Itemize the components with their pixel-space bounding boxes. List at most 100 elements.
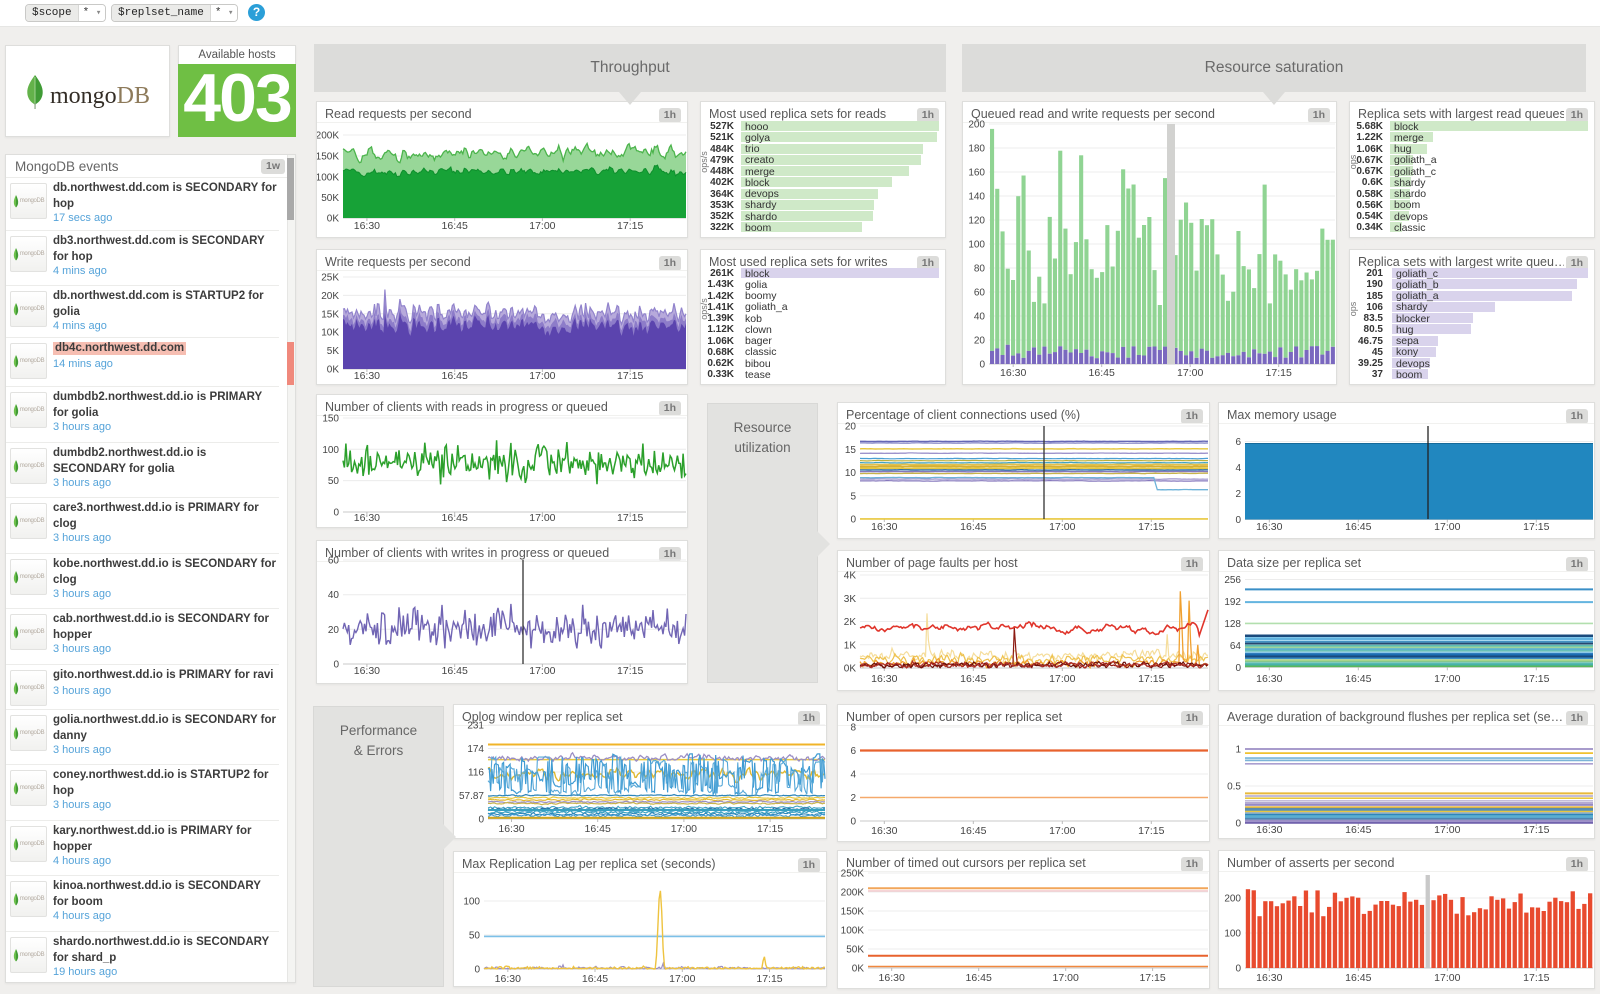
svg-text:16:45: 16:45 bbox=[1345, 824, 1371, 836]
svg-text:10K: 10K bbox=[321, 328, 339, 339]
svg-text:17:15: 17:15 bbox=[617, 512, 643, 524]
svg-text:2: 2 bbox=[1235, 489, 1241, 500]
svg-text:17:00: 17:00 bbox=[529, 665, 555, 677]
svg-text:100: 100 bbox=[1224, 929, 1241, 940]
svg-text:17:15: 17:15 bbox=[1523, 521, 1549, 533]
svg-text:16:30: 16:30 bbox=[1256, 824, 1282, 836]
svg-text:40: 40 bbox=[328, 590, 340, 601]
svg-text:17:15: 17:15 bbox=[1138, 521, 1164, 533]
svg-text:16:45: 16:45 bbox=[442, 220, 468, 232]
svg-text:0: 0 bbox=[474, 965, 480, 976]
svg-text:0K: 0K bbox=[327, 214, 340, 225]
svg-text:1: 1 bbox=[1235, 745, 1241, 756]
svg-text:0K: 0K bbox=[327, 365, 340, 376]
svg-text:16:45: 16:45 bbox=[1345, 521, 1371, 533]
svg-text:16:45: 16:45 bbox=[960, 825, 986, 837]
svg-text:17:15: 17:15 bbox=[757, 823, 783, 835]
svg-text:150: 150 bbox=[322, 414, 339, 425]
svg-text:0K: 0K bbox=[844, 664, 857, 675]
svg-text:4K: 4K bbox=[844, 571, 857, 582]
svg-text:0: 0 bbox=[333, 660, 339, 671]
svg-text:16:30: 16:30 bbox=[1256, 673, 1282, 685]
svg-text:17:15: 17:15 bbox=[1139, 972, 1165, 984]
svg-text:17:00: 17:00 bbox=[1049, 825, 1075, 837]
svg-text:16:30: 16:30 bbox=[354, 665, 380, 677]
svg-text:17:15: 17:15 bbox=[617, 370, 643, 382]
svg-text:16:30: 16:30 bbox=[498, 823, 524, 835]
svg-text:17:15: 17:15 bbox=[756, 973, 782, 985]
svg-text:17:00: 17:00 bbox=[669, 973, 695, 985]
svg-text:40: 40 bbox=[974, 312, 986, 323]
svg-text:17:15: 17:15 bbox=[617, 665, 643, 677]
svg-text:17:00: 17:00 bbox=[1434, 673, 1460, 685]
svg-text:25K: 25K bbox=[321, 273, 339, 284]
svg-text:17:00: 17:00 bbox=[1434, 824, 1460, 836]
svg-text:16:45: 16:45 bbox=[442, 512, 468, 524]
svg-text:16:45: 16:45 bbox=[966, 972, 992, 984]
svg-text:17:15: 17:15 bbox=[617, 220, 643, 232]
svg-text:4: 4 bbox=[1235, 463, 1241, 474]
svg-text:200: 200 bbox=[1224, 894, 1241, 905]
svg-text:16:45: 16:45 bbox=[1345, 972, 1371, 984]
svg-text:4: 4 bbox=[850, 770, 856, 781]
svg-text:0: 0 bbox=[1235, 819, 1241, 830]
svg-text:57.87: 57.87 bbox=[459, 791, 484, 802]
svg-text:16:45: 16:45 bbox=[1345, 673, 1371, 685]
svg-text:0K: 0K bbox=[852, 964, 865, 975]
svg-text:20K: 20K bbox=[321, 291, 339, 302]
svg-text:200: 200 bbox=[968, 120, 985, 131]
svg-text:60: 60 bbox=[328, 556, 340, 567]
svg-text:0: 0 bbox=[333, 508, 339, 519]
svg-text:16:30: 16:30 bbox=[871, 673, 897, 685]
svg-text:17:00: 17:00 bbox=[1434, 521, 1460, 533]
svg-text:16:30: 16:30 bbox=[354, 220, 380, 232]
svg-text:16:30: 16:30 bbox=[1256, 521, 1282, 533]
svg-text:17:15: 17:15 bbox=[1523, 673, 1549, 685]
svg-text:116: 116 bbox=[468, 768, 484, 779]
svg-text:20: 20 bbox=[328, 625, 340, 636]
svg-text:16:45: 16:45 bbox=[442, 370, 468, 382]
svg-text:17:00: 17:00 bbox=[529, 512, 555, 524]
svg-text:180: 180 bbox=[968, 144, 985, 155]
svg-text:17:00: 17:00 bbox=[1053, 972, 1079, 984]
svg-text:0: 0 bbox=[1235, 964, 1241, 975]
svg-text:20: 20 bbox=[845, 422, 857, 433]
svg-text:100: 100 bbox=[968, 240, 985, 251]
svg-text:16:45: 16:45 bbox=[582, 973, 608, 985]
svg-text:150K: 150K bbox=[317, 152, 339, 163]
svg-text:17:00: 17:00 bbox=[529, 370, 555, 382]
svg-text:160: 160 bbox=[968, 168, 985, 179]
svg-text:50K: 50K bbox=[846, 945, 864, 956]
svg-text:0: 0 bbox=[850, 515, 856, 526]
svg-text:64: 64 bbox=[1230, 641, 1242, 652]
svg-text:6: 6 bbox=[1235, 437, 1241, 448]
svg-text:50K: 50K bbox=[321, 193, 339, 204]
svg-text:17:00: 17:00 bbox=[1049, 521, 1075, 533]
svg-text:10: 10 bbox=[845, 468, 857, 479]
svg-text:250K: 250K bbox=[841, 869, 865, 880]
svg-text:0: 0 bbox=[1235, 663, 1241, 674]
svg-text:140: 140 bbox=[968, 192, 985, 203]
svg-text:120: 120 bbox=[968, 216, 985, 227]
svg-text:16:45: 16:45 bbox=[1089, 367, 1115, 379]
svg-text:17:00: 17:00 bbox=[1177, 367, 1203, 379]
svg-text:128: 128 bbox=[1224, 619, 1241, 630]
svg-text:16:30: 16:30 bbox=[495, 973, 521, 985]
svg-text:100: 100 bbox=[463, 897, 480, 908]
svg-text:16:30: 16:30 bbox=[871, 825, 897, 837]
svg-text:0: 0 bbox=[979, 360, 985, 371]
svg-text:16:30: 16:30 bbox=[1256, 972, 1282, 984]
svg-text:5: 5 bbox=[850, 491, 856, 502]
svg-text:17:00: 17:00 bbox=[1049, 673, 1075, 685]
svg-text:17:00: 17:00 bbox=[671, 823, 697, 835]
svg-text:17:00: 17:00 bbox=[1434, 972, 1460, 984]
svg-text:16:45: 16:45 bbox=[960, 521, 986, 533]
svg-text:16:45: 16:45 bbox=[585, 823, 611, 835]
svg-text:16:45: 16:45 bbox=[442, 665, 468, 677]
svg-text:2K: 2K bbox=[844, 617, 857, 628]
svg-text:0: 0 bbox=[850, 817, 856, 828]
svg-text:17:00: 17:00 bbox=[529, 220, 555, 232]
svg-text:16:45: 16:45 bbox=[960, 673, 986, 685]
svg-text:192: 192 bbox=[1224, 597, 1241, 608]
svg-text:50: 50 bbox=[469, 931, 481, 942]
